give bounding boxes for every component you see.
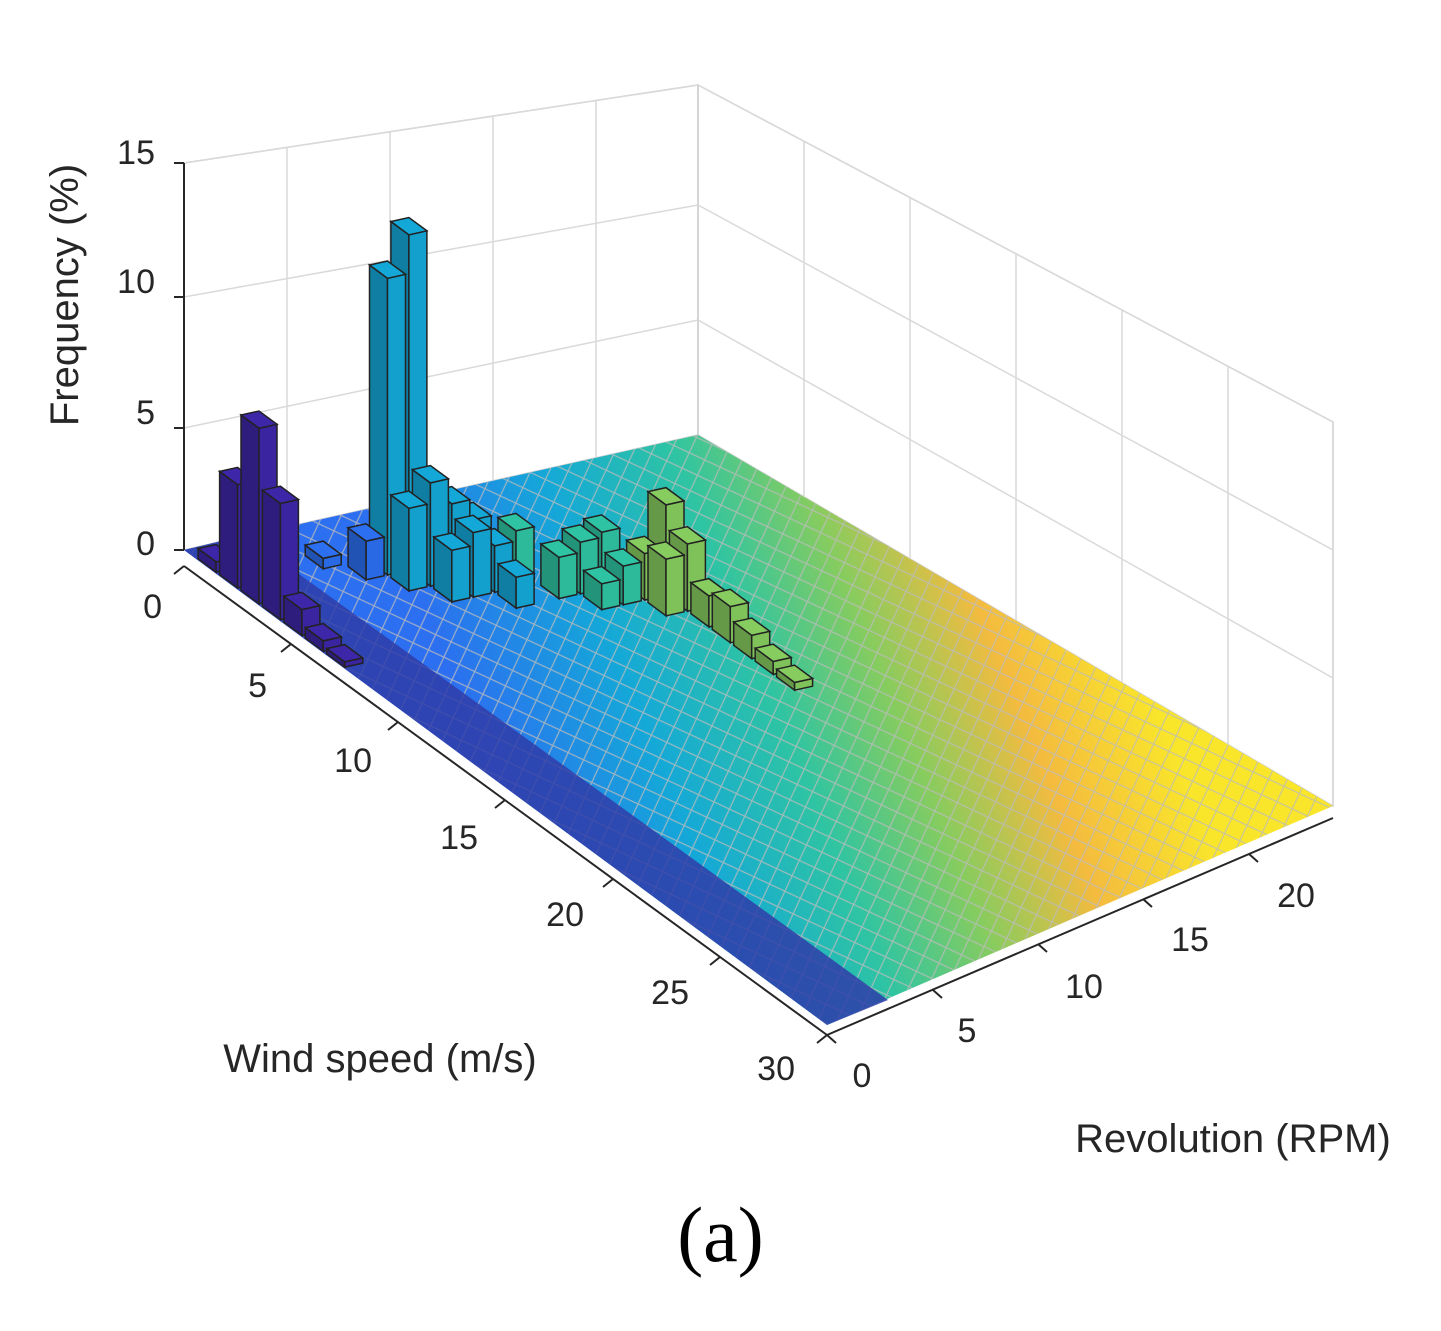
bar-face-top [367, 260, 408, 280]
bar-face-right [622, 561, 642, 606]
bar-face-right [408, 503, 428, 592]
x-tick-labels: 0 5 10 15 20 25 30 [143, 588, 795, 1088]
z-axis-label: Frequency (%) [43, 164, 87, 426]
bar-face-top [453, 514, 493, 534]
bar-face-top [539, 539, 579, 559]
bar-face-top [496, 559, 536, 579]
y-tick-label: 20 [1277, 877, 1315, 915]
z-tick-label: 5 [136, 394, 155, 432]
bar-face-top [389, 490, 429, 510]
z-tick-labels: 0 5 10 15 [117, 134, 155, 563]
bar-face-top [731, 617, 772, 637]
bar [260, 485, 301, 622]
y-axis-line [826, 817, 1334, 1036]
bar [581, 565, 622, 612]
z-tick-label: 10 [117, 263, 155, 301]
bar-face-right [472, 527, 492, 599]
bar [324, 643, 365, 669]
x-tick-label: 15 [440, 819, 478, 857]
bar-face-left [261, 488, 282, 622]
figure-caption: (a) [677, 1191, 764, 1278]
axes [173, 162, 1334, 1044]
bar [303, 540, 343, 571]
bar [346, 522, 386, 582]
bar [539, 539, 579, 601]
z-tick-label: 0 [136, 525, 155, 563]
x-tick-label: 10 [334, 742, 372, 780]
bar-face-top [774, 664, 815, 684]
x-tick-label: 0 [143, 588, 162, 626]
bar-face-top [239, 410, 279, 430]
bar-face-top [324, 643, 365, 663]
bar-face-top [389, 216, 429, 236]
x-tick-label: 25 [651, 974, 689, 1012]
bar-face-top [646, 540, 686, 560]
bar-face-top [581, 565, 622, 585]
bar-face-top [646, 486, 686, 506]
bar-face-top [581, 514, 622, 534]
bar-face-left [390, 493, 410, 593]
bar [496, 559, 536, 610]
bar [753, 643, 793, 676]
bar-face-right [365, 536, 385, 581]
bar-face-top [753, 643, 793, 663]
y-tick-label: 10 [1065, 968, 1103, 1006]
x-axis-label: Wind speed (m/s) [223, 1037, 536, 1081]
y-axis-label: Revolution (RPM) [1075, 1117, 1391, 1161]
bar-face-top [303, 540, 343, 560]
bar-face-right [665, 554, 685, 617]
y-tick-label: 15 [1171, 921, 1209, 959]
bar-face-top [303, 622, 344, 642]
bar-face-right [558, 552, 578, 600]
z-tick-label: 15 [117, 134, 155, 172]
bar-face-top [710, 588, 751, 608]
back-grid [183, 83, 1334, 808]
bar-face-top [346, 522, 386, 542]
bar-face-top [260, 485, 301, 505]
bar-face-top [410, 464, 451, 484]
bar-face-top [496, 512, 536, 532]
bar [646, 540, 686, 618]
floor [184, 435, 1333, 1025]
y-tick-labels: 0 5 10 15 20 [853, 877, 1315, 1095]
bar-face-right [451, 545, 471, 603]
bar-face-top [432, 532, 472, 552]
y-tick-label: 5 [958, 1012, 977, 1050]
bar-face-right [600, 578, 621, 611]
y-tick-label: 0 [853, 1057, 872, 1095]
bar [432, 532, 472, 604]
bar [389, 490, 429, 593]
x-tick-label: 30 [757, 1050, 795, 1088]
bar-face-left [240, 413, 260, 606]
x-tick-label: 20 [546, 896, 584, 934]
bar-face-top [603, 547, 643, 567]
bar-face-left [218, 469, 239, 590]
bar [774, 664, 815, 692]
x-tick-label: 5 [248, 667, 267, 705]
bar-face-top [282, 591, 322, 611]
bar-face-right [515, 572, 535, 610]
bars [196, 216, 815, 692]
bar-face-top [560, 523, 601, 544]
bar-face-top [667, 525, 708, 545]
